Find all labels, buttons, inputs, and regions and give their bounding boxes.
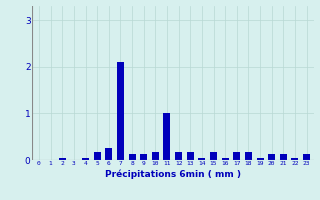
Bar [129,154,136,160]
Bar [140,154,147,160]
X-axis label: Précipitations 6min ( mm ): Précipitations 6min ( mm ) [105,169,241,179]
Bar [152,152,159,160]
Bar [210,152,217,160]
Bar [105,148,112,160]
Bar [292,158,299,160]
Bar [257,158,264,160]
Bar [268,154,275,160]
Bar [164,113,171,160]
Bar [117,62,124,160]
Bar [59,158,66,160]
Bar [94,152,101,160]
Bar [303,154,310,160]
Bar [198,158,205,160]
Bar [280,154,287,160]
Bar [233,152,240,160]
Bar [222,158,229,160]
Bar [245,152,252,160]
Bar [82,158,89,160]
Bar [175,152,182,160]
Bar [187,152,194,160]
